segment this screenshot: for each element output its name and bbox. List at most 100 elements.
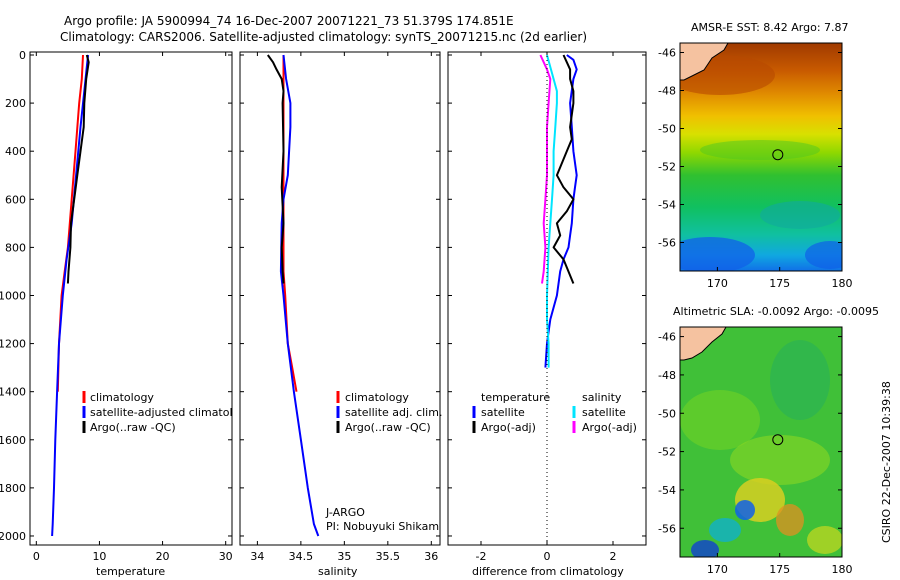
series-argo-raw-qc- bbox=[66, 54, 90, 284]
legend-sal-satellite-diff: satellite bbox=[582, 406, 626, 419]
sst-cool-patch bbox=[760, 201, 840, 229]
temperature-axes bbox=[29, 51, 233, 546]
sst-map-title: AMSR-E SST: 8.42 Argo: 7.87 bbox=[691, 21, 849, 34]
series-satellite-adj-clim- bbox=[279, 54, 320, 537]
sla-low-3 bbox=[691, 540, 719, 557]
annotation-program: J-ARGO bbox=[325, 506, 365, 519]
map-ytick-label: -54 bbox=[658, 484, 676, 497]
series-temperature-satellite bbox=[544, 54, 578, 368]
series-satellite-adjusted-climatology bbox=[51, 54, 90, 537]
sla-map-ticks: 170 175 180 -46 -48 -50 -52 -54 -56 bbox=[658, 331, 852, 576]
legend-climatology: climatology bbox=[90, 391, 154, 404]
salinity-series bbox=[266, 54, 320, 537]
map-ytick-label: -48 bbox=[658, 85, 676, 98]
map-xtick-label: 180 bbox=[832, 563, 853, 576]
sla-high-2 bbox=[776, 504, 804, 536]
sla-blob-1 bbox=[680, 390, 760, 450]
temperature-legend: climatology satellite-adjusted climatolo… bbox=[82, 391, 253, 434]
series-argo-raw-qc- bbox=[266, 54, 285, 284]
legend-sal-argo-diff: Argo(-adj) bbox=[582, 421, 637, 434]
temperature-ticks: 0 10 20 30 0 200 400 600 800 1000 1200 1400 1600 1800… bbox=[0, 49, 233, 563]
sst-map-image bbox=[680, 43, 842, 271]
ytick-label: 400 bbox=[5, 145, 26, 158]
map-ytick-label: -52 bbox=[658, 161, 676, 174]
series-temperature-argo-adj- bbox=[552, 54, 575, 284]
xtick-label: 34 bbox=[250, 550, 264, 563]
map-xtick-label: 180 bbox=[832, 277, 853, 290]
credit-timestamp: CSIRO 22-Dec-2007 10:39:38 bbox=[880, 381, 893, 543]
salinity-legend: climatology satellite adj. clim. Argo(..… bbox=[336, 391, 442, 434]
series-salinity-satellite bbox=[546, 54, 558, 368]
ytick-label: 600 bbox=[5, 193, 26, 206]
xtick-label: 10 bbox=[92, 550, 106, 563]
sst-cold-patch-west bbox=[680, 237, 755, 271]
ytick-label: 800 bbox=[5, 241, 26, 254]
xtick-label: 35 bbox=[337, 550, 351, 563]
map-xtick-label: 170 bbox=[707, 563, 728, 576]
temperature-xlabel: temperature bbox=[96, 565, 165, 578]
profile-panels bbox=[29, 51, 647, 546]
map-ytick-label: -56 bbox=[658, 237, 676, 250]
salinity-ticks: 34 34.5 35 35.5 36 bbox=[240, 52, 440, 563]
legend-sal-satellite: satellite adj. clim. bbox=[345, 406, 442, 419]
sla-map-frame bbox=[679, 326, 843, 558]
temperature-series bbox=[51, 54, 90, 537]
sla-high-3 bbox=[807, 526, 842, 554]
xtick-label: 30 bbox=[219, 550, 233, 563]
sla-map-image bbox=[680, 327, 842, 557]
sst-float-marker bbox=[772, 149, 784, 161]
salinity-axes bbox=[239, 51, 441, 546]
map-ytick-label: -54 bbox=[658, 199, 676, 212]
xtick-label: 34.5 bbox=[289, 550, 314, 563]
ytick-label: 1600 bbox=[0, 434, 26, 447]
sst-mid-band bbox=[700, 140, 820, 160]
sla-blob-2 bbox=[770, 340, 830, 420]
xtick-label: 35.5 bbox=[376, 550, 401, 563]
xtick-label: 36 bbox=[424, 550, 438, 563]
legend-argo-raw: Argo(..raw -QC) bbox=[90, 421, 176, 434]
sla-map-title: Altimetric SLA: -0.0092 Argo: -0.0095 bbox=[673, 305, 879, 318]
sst-cold-patch-east bbox=[805, 241, 842, 269]
ytick-label: 1800 bbox=[0, 482, 26, 495]
legend-temp-argo: Argo(-adj) bbox=[481, 421, 536, 434]
map-ytick-label: -50 bbox=[658, 123, 676, 136]
map-xtick-label: 170 bbox=[707, 277, 728, 290]
sst-land-new-zealand bbox=[680, 43, 729, 81]
legend-sal-argo: Argo(..raw -QC) bbox=[345, 421, 431, 434]
ytick-label: 200 bbox=[5, 97, 26, 110]
ytick-label: 2000 bbox=[0, 530, 26, 543]
annotation-pi: PI: Nobuyuki Shikama bbox=[326, 520, 446, 533]
legend-satellite-adjusted: satellite-adjusted climatology bbox=[90, 406, 253, 419]
xtick-label: 0 bbox=[544, 550, 551, 563]
sla-blob-3 bbox=[730, 435, 830, 485]
xtick-label: 2 bbox=[610, 550, 617, 563]
sla-low-1 bbox=[735, 500, 755, 520]
legend-temp-satellite: satellite bbox=[481, 406, 525, 419]
sla-land-new-zealand bbox=[680, 327, 727, 361]
map-ytick-label: -48 bbox=[658, 369, 676, 382]
ytick-label: 1200 bbox=[0, 338, 26, 351]
map-ytick-label: -56 bbox=[658, 522, 676, 535]
xtick-label: -2 bbox=[476, 550, 487, 563]
legend-sal-climatology: climatology bbox=[345, 391, 409, 404]
xtick-label: 20 bbox=[156, 550, 170, 563]
series-salinity-argo-adj- bbox=[539, 54, 552, 284]
figure-title-line2: Climatology: CARS2006. Satellite-adjuste… bbox=[60, 30, 587, 44]
sst-map-ticks: 170 175 180 -46 -48 -50 -52 -54 -56 bbox=[658, 47, 852, 291]
ytick-label: 0 bbox=[19, 49, 26, 62]
map-ytick-label: -46 bbox=[658, 47, 676, 60]
difference-legend: temperature salinity satellite Argo(-adj… bbox=[472, 391, 637, 434]
map-ytick-label: -50 bbox=[658, 407, 676, 420]
map-ytick-label: -46 bbox=[658, 331, 676, 344]
xtick-label: 0 bbox=[33, 550, 40, 563]
legend-header-salinity: salinity bbox=[582, 391, 622, 404]
difference-xlabel: difference from climatology bbox=[472, 565, 624, 578]
legend-header-temperature: temperature bbox=[481, 391, 550, 404]
difference-ticks: -2 0 2 bbox=[448, 52, 646, 563]
figure-title-line1: Argo profile: JA 5900994_74 16-Dec-2007 … bbox=[64, 14, 514, 28]
sla-low-2 bbox=[709, 518, 741, 542]
salinity-xlabel: salinity bbox=[318, 565, 358, 578]
map-xtick-label: 175 bbox=[769, 563, 790, 576]
map-xtick-label: 175 bbox=[769, 277, 790, 290]
